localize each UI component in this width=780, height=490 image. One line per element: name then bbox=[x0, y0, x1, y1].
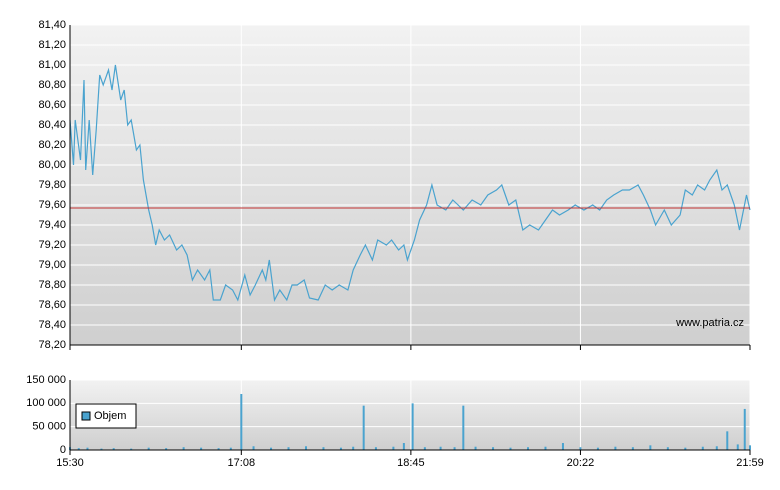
x-tick-label: 21:59 bbox=[736, 457, 764, 469]
volume-bar bbox=[147, 447, 150, 450]
volume-bar bbox=[86, 447, 89, 450]
volume-bar bbox=[200, 447, 203, 450]
volume-bar bbox=[270, 447, 273, 450]
volume-bar bbox=[304, 446, 307, 450]
volume-bar bbox=[715, 446, 718, 450]
y-tick-label: 79,60 bbox=[38, 199, 66, 211]
volume-bar bbox=[596, 447, 599, 450]
volume-bar bbox=[526, 447, 529, 450]
y-tick-label: 80,20 bbox=[38, 139, 66, 151]
watermark: www.patria.cz bbox=[675, 317, 744, 329]
volume-bar bbox=[240, 394, 243, 450]
y-tick-label: 0 bbox=[60, 444, 66, 456]
volume-bar bbox=[130, 448, 133, 450]
volume-bar bbox=[749, 445, 751, 450]
y-tick-label: 80,00 bbox=[38, 159, 66, 171]
volume-bar bbox=[649, 445, 652, 450]
y-tick-label: 150 000 bbox=[26, 374, 66, 386]
y-tick-label: 79,40 bbox=[38, 219, 66, 231]
volume-bar bbox=[165, 448, 168, 450]
x-tick-label: 20:22 bbox=[567, 457, 595, 469]
volume-bar bbox=[453, 447, 456, 450]
volume-bar bbox=[339, 447, 342, 450]
volume-bar bbox=[462, 405, 465, 450]
volume-bar bbox=[252, 446, 255, 450]
y-tick-label: 78,60 bbox=[38, 299, 66, 311]
y-tick-label: 81,00 bbox=[38, 59, 66, 71]
volume-bar bbox=[509, 447, 512, 450]
volume-bar bbox=[701, 446, 704, 450]
y-tick-label: 80,80 bbox=[38, 79, 66, 91]
volume-bar bbox=[112, 448, 115, 450]
volume-bar bbox=[352, 446, 355, 450]
volume-bar bbox=[392, 446, 395, 450]
y-tick-label: 78,40 bbox=[38, 319, 66, 331]
volume-bar bbox=[217, 448, 220, 450]
volume-bar bbox=[736, 444, 739, 450]
volume-bar bbox=[100, 448, 103, 450]
volume-bar bbox=[322, 447, 325, 450]
y-tick-label: 80,40 bbox=[38, 119, 66, 131]
x-tick-label: 17:08 bbox=[228, 457, 256, 469]
volume-bar bbox=[631, 447, 634, 450]
volume-bar bbox=[561, 443, 564, 450]
y-tick-label: 79,20 bbox=[38, 239, 66, 251]
legend-label: Objem bbox=[94, 410, 126, 422]
volume-bar bbox=[474, 446, 477, 450]
y-tick-label: 78,80 bbox=[38, 279, 66, 291]
volume-bar bbox=[684, 447, 687, 450]
volume-bar bbox=[402, 443, 405, 450]
y-tick-label: 50 000 bbox=[32, 421, 66, 433]
volume-bar bbox=[439, 446, 442, 450]
volume-bar bbox=[726, 431, 729, 450]
y-tick-label: 81,40 bbox=[38, 19, 66, 31]
volume-bar bbox=[743, 408, 746, 450]
volume-bar bbox=[411, 403, 414, 450]
y-tick-label: 80,60 bbox=[38, 99, 66, 111]
volume-bar bbox=[182, 447, 185, 450]
y-tick-label: 81,20 bbox=[38, 39, 66, 51]
volume-bar bbox=[666, 447, 669, 450]
volume-bar bbox=[423, 447, 426, 450]
x-tick-label: 18:45 bbox=[397, 457, 425, 469]
legend-swatch bbox=[81, 411, 91, 421]
volume-bar bbox=[77, 448, 80, 450]
y-tick-label: 79,80 bbox=[38, 179, 66, 191]
volume-bar bbox=[287, 447, 290, 450]
price-line bbox=[69, 64, 751, 302]
volume-bar bbox=[229, 447, 232, 450]
plot-area bbox=[70, 380, 750, 450]
volume-bar bbox=[544, 446, 547, 450]
volume-bar bbox=[492, 447, 495, 450]
volume-bar bbox=[614, 446, 617, 450]
y-tick-label: 78,20 bbox=[38, 339, 66, 351]
y-tick-label: 79,00 bbox=[38, 259, 66, 271]
volume-bar bbox=[362, 405, 365, 450]
x-tick-label: 15:30 bbox=[56, 457, 84, 469]
volume-bar bbox=[374, 447, 377, 450]
y-tick-label: 100 000 bbox=[26, 397, 66, 409]
volume-bar bbox=[579, 447, 582, 450]
